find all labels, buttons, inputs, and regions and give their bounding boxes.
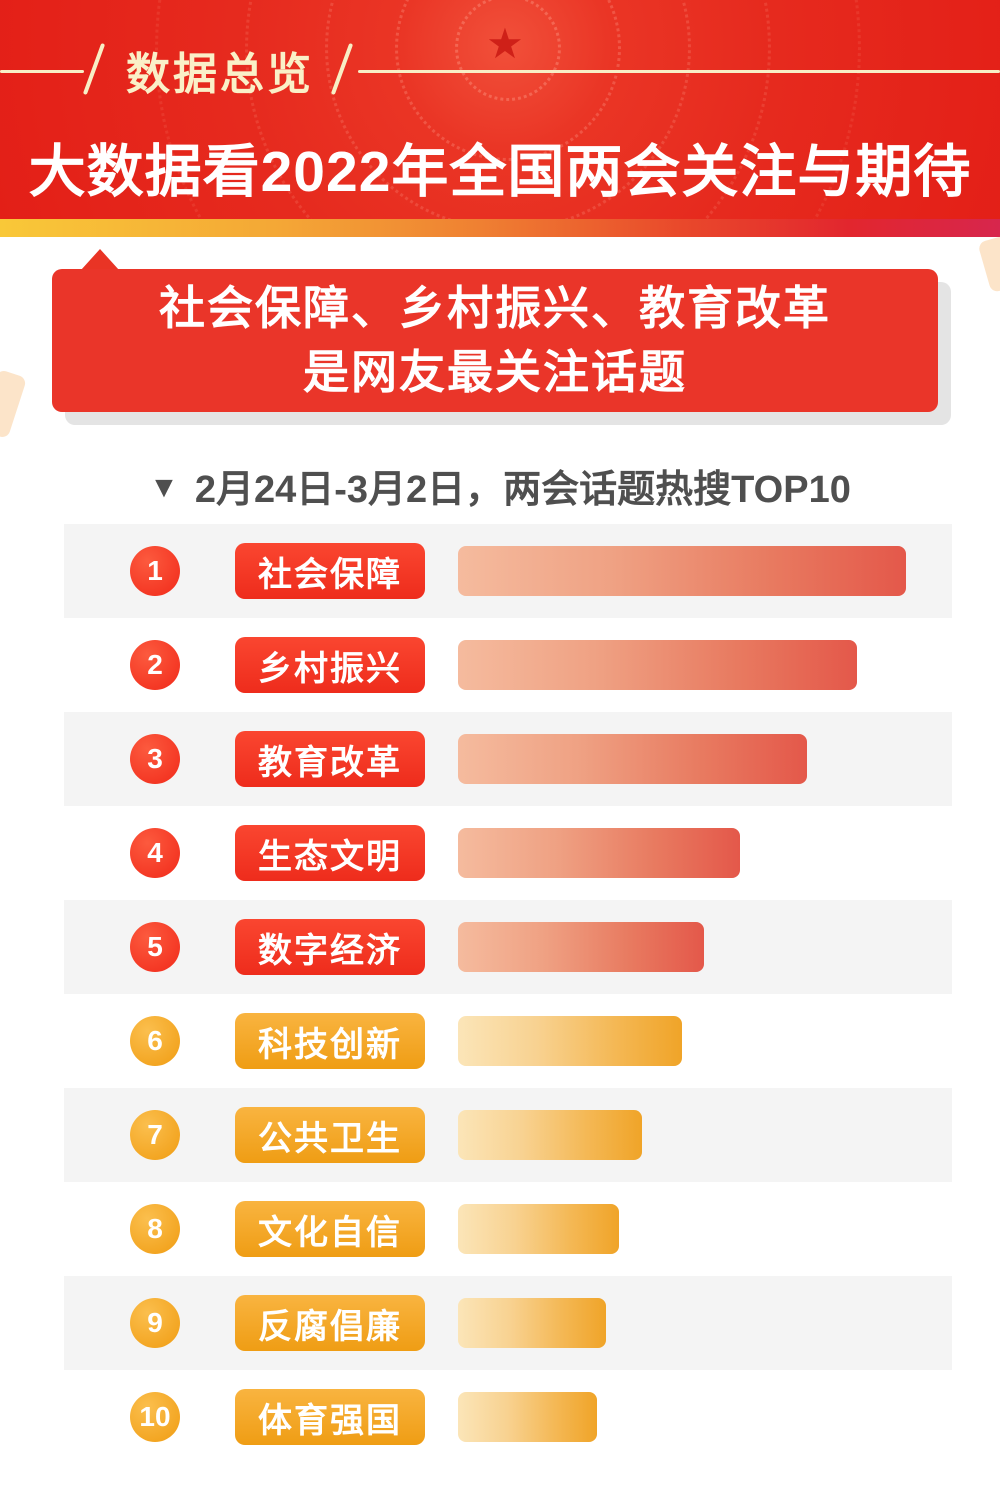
topic-label: 教育改革 [235,731,425,787]
badge-line-right [358,70,1000,73]
rank-badge: 2 [130,640,180,690]
heat-bar [458,546,906,596]
topic-label: 公共卫生 [235,1107,425,1163]
ranking-row: 7 公共卫生 [64,1088,952,1182]
edge-decoration-left [0,368,28,440]
headline-line2: 是网友最关注话题 [303,345,687,398]
rank-badge: 7 [130,1110,180,1160]
rank-badge: 5 [130,922,180,972]
heat-bar [458,1298,606,1348]
topic-label: 数字经济 [235,919,425,975]
ranking-row: 2 乡村振兴 [64,618,952,712]
ranking-row: 4 生态文明 [64,806,952,900]
badge-line-left [0,70,84,73]
ranking-row: 5 数字经济 [64,900,952,994]
page-title: 大数据看2022年全国两会关注与期待 [28,140,972,204]
heat-bar [458,828,740,878]
rank-badge: 10 [130,1392,180,1442]
rank-badge: 8 [130,1204,180,1254]
callout-pointer-icon [81,249,119,270]
rank-badge: 4 [130,828,180,878]
ranking-row: 3 教育改革 [64,712,952,806]
heat-bar [458,734,807,784]
heat-bar [458,1016,682,1066]
heat-bar [458,1110,642,1160]
rank-badge: 1 [130,546,180,596]
rank-badge: 6 [130,1016,180,1066]
topic-label: 生态文明 [235,825,425,881]
ranking-row: 6 科技创新 [64,994,952,1088]
rank-badge: 3 [130,734,180,784]
badge-label: 数据总览 [126,50,314,99]
ranking-row: 8 文化自信 [64,1182,952,1276]
topic-ranking-list: 1 社会保障 2 乡村振兴 3 教育改革 4 生态文明 5 数字经济 6 科技创新 7 公共卫生 8 文化自信… [64,524,952,1464]
header-banner: ★ 数据总览 大数据看2022年全国两会关注与期待 [0,0,1000,219]
star-icon: ★ [486,20,524,68]
headline-card: 社会保障、乡村振兴、教育改革 是网友最关注话题 [52,269,938,412]
dome-ring [455,0,561,101]
triangle-marker-icon: ▼ [149,470,179,504]
gradient-divider [0,219,1000,237]
topic-label: 社会保障 [235,543,425,599]
headline-line1: 社会保障、乡村振兴、教育改革 [159,282,831,334]
heat-bar [458,1204,619,1254]
heat-bar [458,922,704,972]
topic-label: 文化自信 [235,1201,425,1257]
chart-subtitle: ▼ 2月24日-3月2日，两会话题热搜TOP10 [0,458,1000,513]
chart-subtitle-text: 2月24日-3月2日，两会话题热搜TOP10 [194,469,851,511]
topic-label: 科技创新 [235,1013,425,1069]
slash-icon-left [82,42,106,96]
ranking-row: 10 体育强国 [64,1370,952,1464]
ranking-row: 1 社会保障 [64,524,952,618]
heat-bar [458,640,857,690]
topic-label: 体育强国 [235,1389,425,1445]
topic-label: 反腐倡廉 [235,1295,425,1351]
topic-label: 乡村振兴 [235,637,425,693]
rank-badge: 9 [130,1298,180,1348]
edge-decoration-right [977,234,1000,294]
ranking-row: 9 反腐倡廉 [64,1276,952,1370]
heat-bar [458,1392,597,1442]
